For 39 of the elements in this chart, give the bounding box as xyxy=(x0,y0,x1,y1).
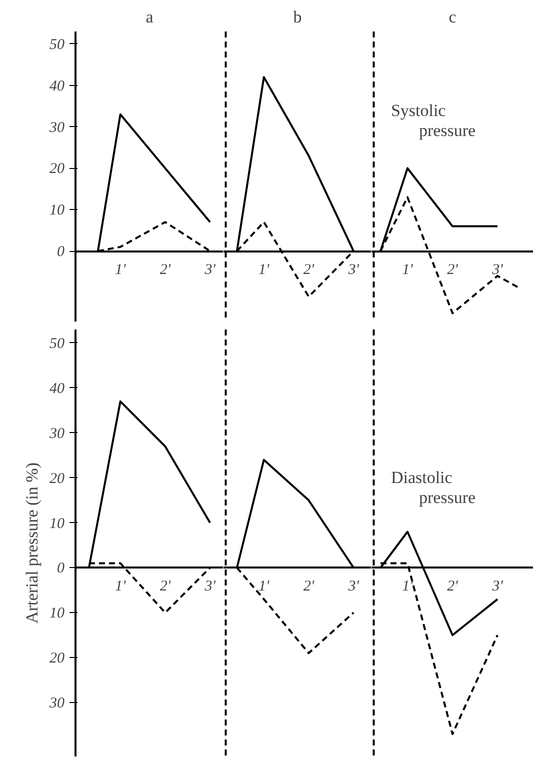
y-tick-label: 40 xyxy=(50,380,65,397)
x-tick-label: 1' xyxy=(258,262,270,278)
x-tick-label: 2' xyxy=(303,262,315,278)
y-tick-label: 50 xyxy=(50,336,65,352)
y-tick-label: 40 xyxy=(50,78,65,94)
y-axis-title: Arterial pressure (in %) xyxy=(22,462,42,624)
y-tick-label: 0 xyxy=(57,244,65,260)
y-tick-label: 20 xyxy=(50,470,65,487)
annotation: Systolic pressure xyxy=(390,101,476,140)
y-tick-label: 10 xyxy=(50,516,65,532)
y-tick-label: 20 xyxy=(50,650,65,667)
x-tick-label: 2' xyxy=(447,578,459,595)
x-tick-label: 2' xyxy=(303,578,315,595)
chart-title: b xyxy=(293,8,302,26)
x-tick-label: 3' xyxy=(491,262,504,278)
x-tick-label: 1' xyxy=(114,262,126,278)
x-tick-label: 3' xyxy=(347,578,360,595)
chart-title: a xyxy=(146,8,154,26)
y-tick-label: 30 xyxy=(48,120,65,136)
x-tick-label: 3' xyxy=(491,578,504,595)
y-tick-label: 10 xyxy=(50,606,65,622)
x-tick-label: 3' xyxy=(204,578,216,595)
y-tick-label: 20 xyxy=(50,161,65,178)
chart-title: c xyxy=(448,8,457,26)
x-tick-label: 2' xyxy=(160,578,172,595)
y-tick-label: 30 xyxy=(48,696,65,712)
x-tick-label: 1' xyxy=(402,578,414,595)
annotation: Diastolic pressure xyxy=(390,468,476,507)
x-tick-label: 1' xyxy=(258,578,270,595)
y-tick-label: 10 xyxy=(50,202,65,219)
x-tick-label: 3' xyxy=(204,262,216,278)
x-tick-label: 2' xyxy=(447,262,459,278)
x-tick-label: 3' xyxy=(347,262,360,278)
y-tick-label: 30 xyxy=(48,426,65,442)
x-tick-label: 1' xyxy=(114,578,126,595)
x-tick-label: 2' xyxy=(160,262,172,278)
x-tick-label: 1' xyxy=(402,262,414,278)
y-tick-label: 50 xyxy=(50,36,65,53)
y-tick-label: 0 xyxy=(57,560,65,577)
